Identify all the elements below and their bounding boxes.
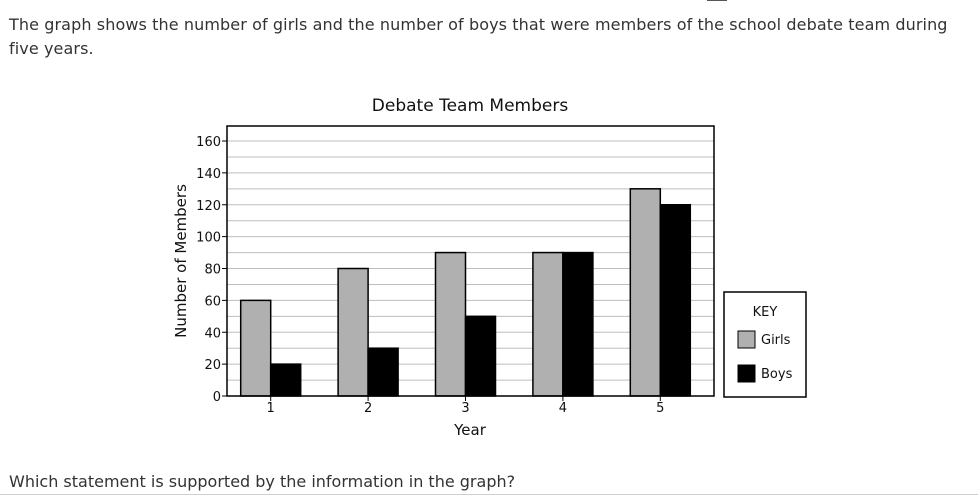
intro-text: The graph shows the number of girls and … [9, 15, 948, 58]
bar-girls-year-4 [532, 251, 564, 397]
y-tick-label: 80 [204, 263, 221, 278]
y-tick-label: 140 [196, 167, 221, 182]
bar-boys-year-5 [659, 204, 692, 397]
legend-title: KEY [753, 305, 778, 320]
bar-chart: Debate Team Members 0 20 40 60 80 100 120 140 16… [172, 96, 807, 439]
x-axis-label: Year [453, 421, 487, 439]
x-tick-label: 1 [267, 401, 275, 416]
bar-girls-year-5 [629, 188, 662, 397]
bar-girls-year-2 [337, 267, 369, 397]
y-axis-ticks: 0 20 40 60 80 100 120 140 160 [196, 135, 227, 405]
legend-label-boys: Boys [761, 367, 793, 382]
bars [239, 188, 692, 397]
x-axis-ticks: 1 2 3 4 5 [267, 396, 664, 416]
y-tick-label: 40 [204, 326, 221, 341]
x-tick-label: 3 [461, 401, 469, 416]
bar-boys-year-3 [464, 315, 497, 397]
bottom-divider [0, 494, 978, 495]
bar-boys-year-2 [367, 347, 399, 397]
x-tick-label: 5 [656, 401, 664, 416]
legend-label-girls: Girls [761, 333, 791, 348]
bar-girls-year-1 [239, 299, 272, 397]
legend-swatch-girls [737, 330, 756, 349]
legend: KEY Girls Boys [723, 291, 807, 398]
legend-swatch-boys [737, 364, 756, 383]
top-edge-mark [707, 0, 727, 1]
question-text: Which statement is supported by the info… [9, 472, 516, 491]
bar-boys-year-4 [562, 251, 594, 397]
y-tick-label: 0 [213, 390, 221, 405]
y-tick-label: 120 [196, 199, 221, 214]
x-tick-label: 2 [364, 401, 372, 416]
bar-girls-year-3 [434, 251, 467, 397]
y-tick-label: 160 [196, 135, 221, 150]
y-axis-label: Number of Members [172, 184, 190, 338]
y-tick-label: 20 [204, 358, 221, 373]
plot-frame [226, 125, 715, 397]
chart-title: Debate Team Members [372, 96, 569, 116]
bar-boys-year-1 [269, 363, 302, 397]
y-tick-label: 100 [196, 231, 221, 246]
x-tick-label: 4 [559, 401, 567, 416]
y-tick-label: 60 [204, 294, 221, 309]
